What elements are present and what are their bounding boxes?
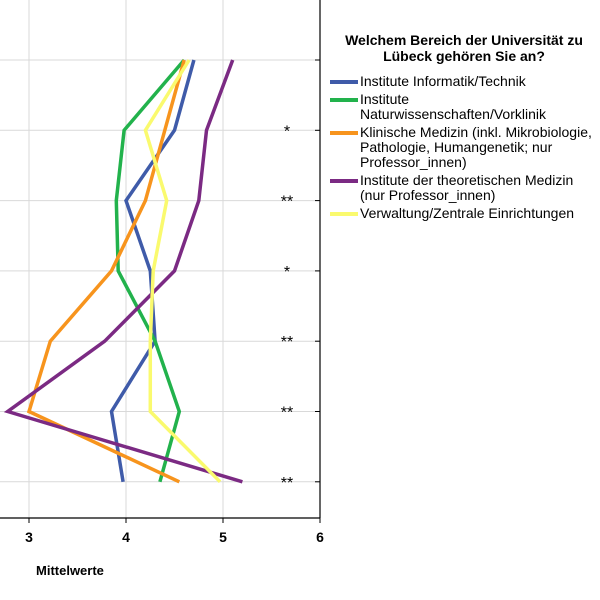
significance-marker: ** [281, 405, 293, 422]
significance-marker: ** [281, 194, 293, 211]
series-line-1 [109, 59, 196, 483]
legend-item-4: Institute der theoretischen Medizin (nur… [330, 173, 598, 203]
legend-item-3: Klinische Medizin (inkl. Mikrobiologie, … [330, 125, 598, 170]
x-axis-label: Mittelwerte [36, 563, 104, 578]
legend-item-1: Institute Informatik/Technik [330, 74, 598, 89]
legend-label: Klinische Medizin (inkl. Mikrobiologie, … [360, 124, 592, 170]
legend-item-2: Institute Naturwissenschaften/Vorklinik [330, 92, 598, 122]
legend-swatch [330, 131, 358, 135]
legend-title: Welchem Bereich der Universität zu Lübec… [345, 32, 583, 64]
series-line-4 [3, 59, 243, 484]
significance-marker: ** [281, 334, 293, 351]
legend-label: Verwaltung/Zentrale Einrichtungen [360, 205, 575, 221]
legend-item-5: Verwaltung/Zentrale Einrichtungen [330, 206, 598, 221]
legend-swatch [330, 212, 358, 216]
grid [0, 0, 321, 519]
series-line-5 [143, 59, 222, 484]
legend-swatch [330, 98, 358, 102]
significance-marker: * [284, 123, 290, 140]
series-line-2 [114, 58, 186, 483]
legend-label: Institute Naturwissenschaften/Vorklinik [360, 91, 546, 122]
legend: Welchem Bereich der Universität zu Lübec… [330, 32, 598, 224]
legend-swatch [330, 179, 358, 183]
legend-swatch [330, 80, 358, 84]
x-tick-label: 6 [316, 529, 324, 545]
legend-items: Institute Informatik/Technik Institute Na… [330, 74, 598, 221]
legend-label: Institute der theoretischen Medizin (nur… [360, 172, 574, 203]
x-tick-label: 3 [25, 529, 33, 545]
x-tick-labels: 3 4 5 6 [25, 518, 324, 545]
significance-marker: * [284, 264, 290, 281]
x-tick-label: 5 [219, 529, 227, 545]
legend-label: Institute Informatik/Technik [360, 73, 526, 89]
significance-marker: ** [281, 475, 293, 492]
series-lines [3, 58, 243, 484]
significance-markers: ********** [281, 123, 293, 492]
x-tick-label: 4 [122, 529, 130, 545]
series-line-3 [26, 59, 186, 484]
